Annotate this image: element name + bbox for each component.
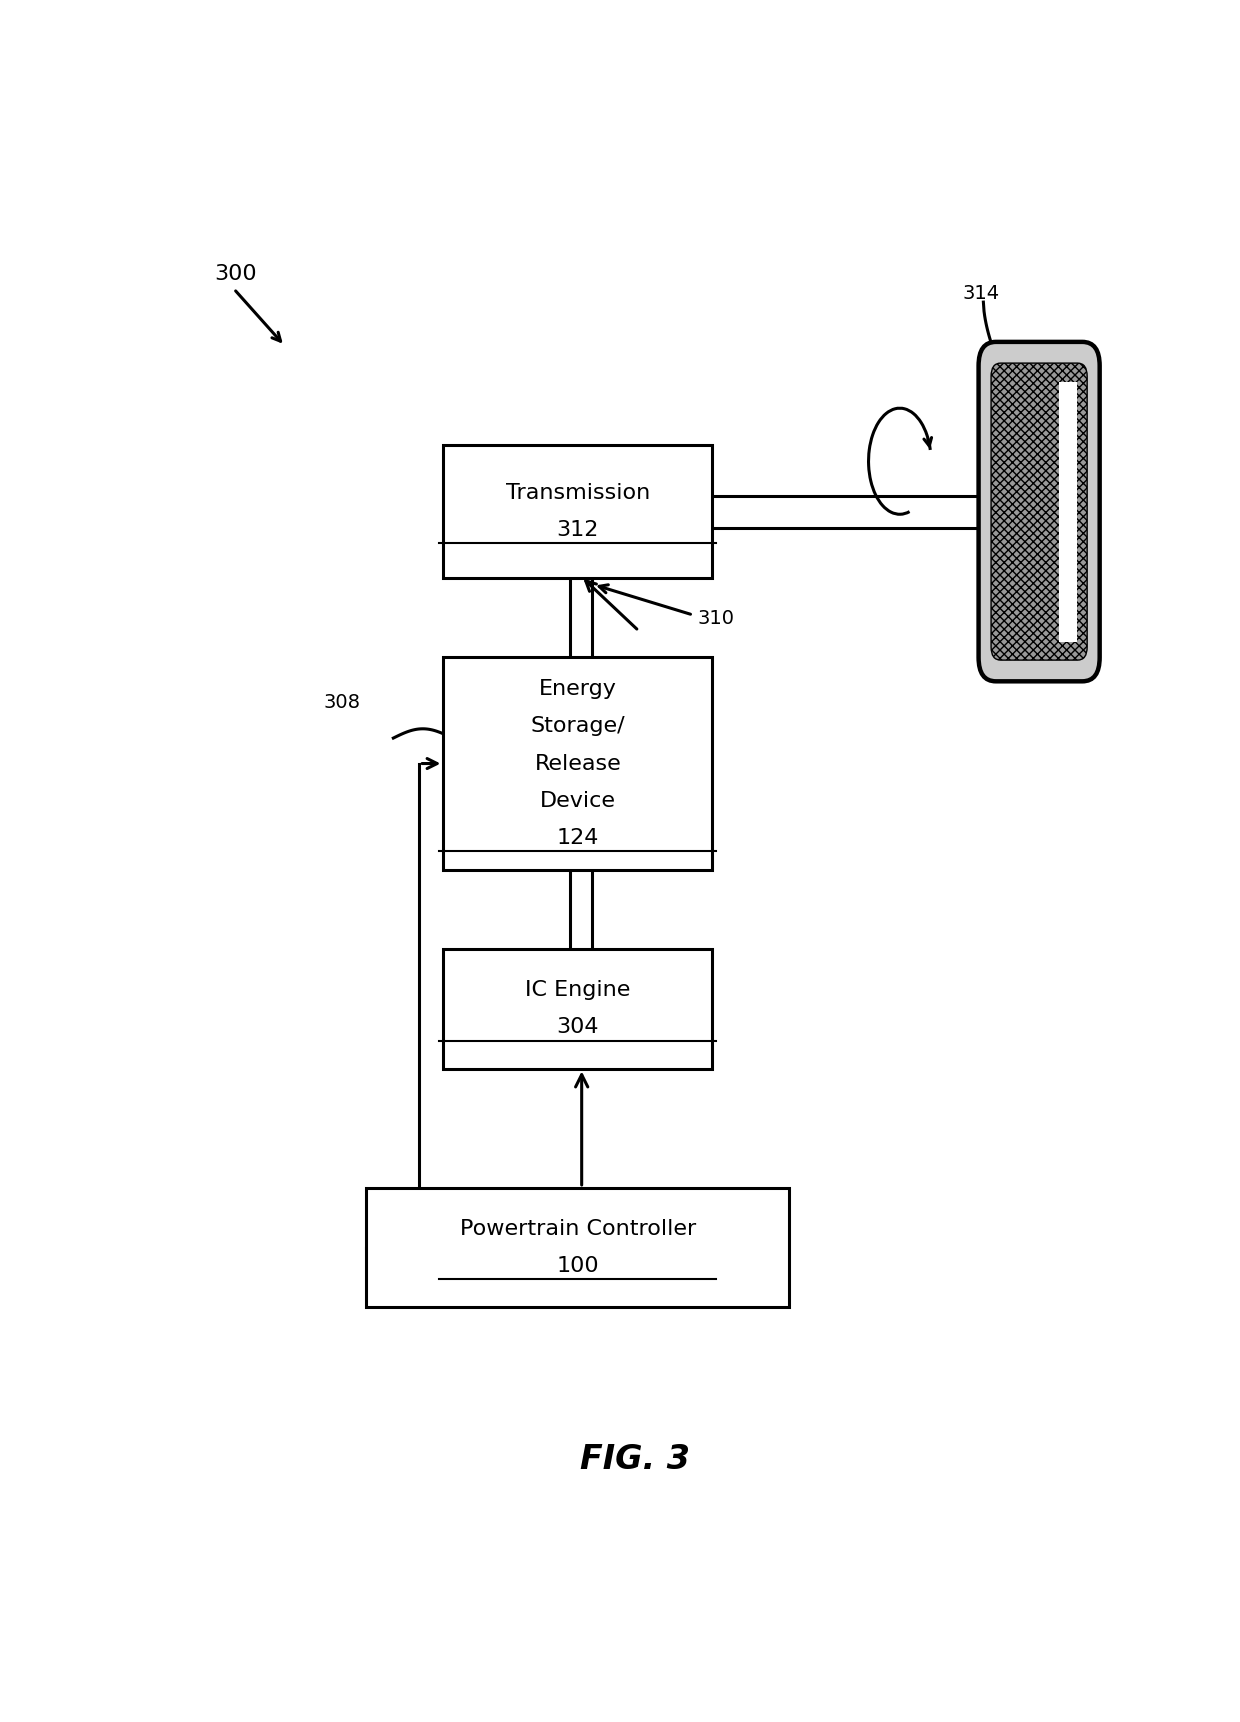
Text: 312: 312 [557,520,599,541]
Text: Powertrain Controller: Powertrain Controller [460,1219,696,1238]
Text: Release: Release [534,754,621,773]
Text: 304: 304 [557,1018,599,1037]
Bar [444,446,713,579]
FancyBboxPatch shape [1059,382,1076,642]
Text: 314: 314 [962,284,999,303]
Bar [444,949,713,1068]
FancyBboxPatch shape [991,363,1087,660]
Text: Device: Device [539,790,616,811]
FancyBboxPatch shape [978,343,1100,682]
Bar [444,658,713,870]
Text: Transmission: Transmission [506,484,650,503]
Text: 300: 300 [215,263,257,284]
Text: Energy: Energy [539,678,616,699]
Text: Storage/: Storage/ [531,716,625,737]
Text: 100: 100 [557,1255,599,1276]
Bar [367,1188,789,1307]
Text: 124: 124 [557,828,599,847]
Text: FIG. 3: FIG. 3 [580,1443,691,1476]
Text: 308: 308 [324,692,360,711]
Text: IC Engine: IC Engine [526,980,630,1000]
Text: 310: 310 [698,610,735,629]
